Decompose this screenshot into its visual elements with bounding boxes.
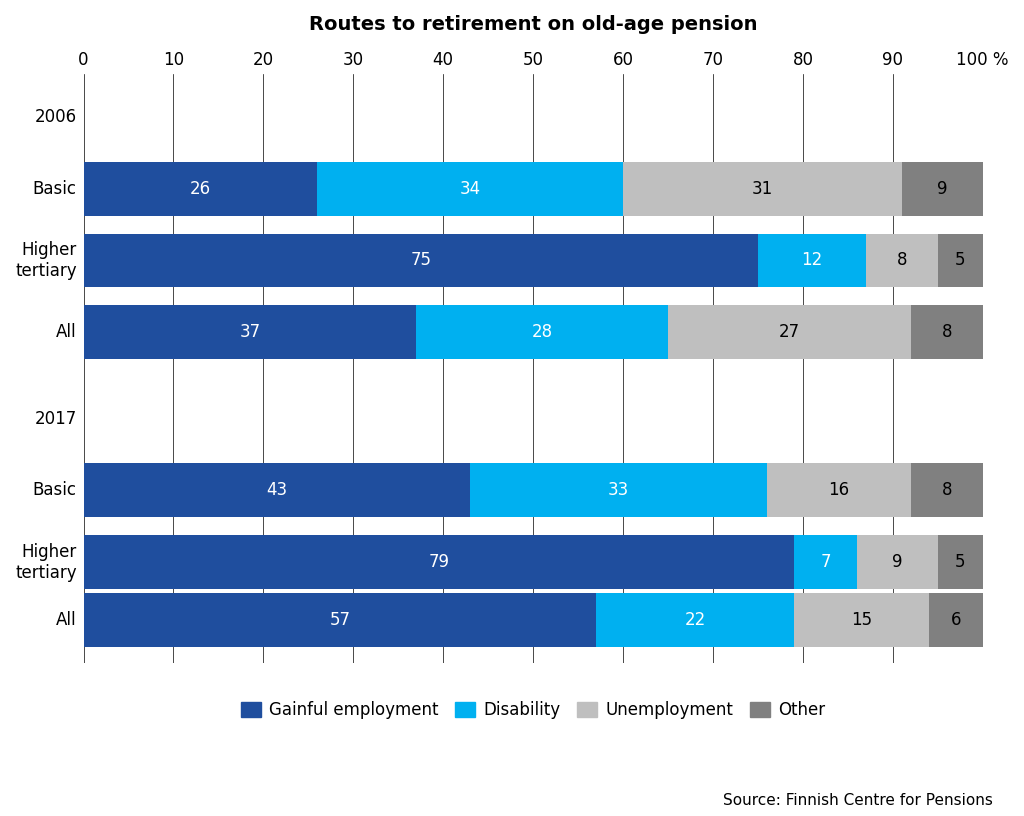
Text: 6: 6 (950, 610, 962, 628)
Bar (596, 592, 794, 646)
Bar (902, 162, 983, 215)
Text: 16: 16 (828, 481, 850, 499)
Bar (866, 233, 938, 287)
Text: 33: 33 (608, 481, 629, 499)
Text: 75: 75 (411, 251, 431, 269)
Text: 12: 12 (802, 251, 822, 269)
Bar (857, 535, 938, 589)
Bar (794, 592, 929, 646)
Text: 22: 22 (684, 610, 706, 628)
Bar (84, 233, 758, 287)
Bar (767, 463, 910, 517)
Bar (910, 305, 983, 359)
Bar (84, 535, 794, 589)
Bar (938, 233, 983, 287)
Text: 8: 8 (941, 481, 952, 499)
Text: Source: Finnish Centre for Pensions: Source: Finnish Centre for Pensions (723, 793, 993, 808)
Bar (84, 463, 470, 517)
Text: 15: 15 (851, 610, 871, 628)
Text: 28: 28 (531, 323, 553, 341)
Text: 8: 8 (897, 251, 907, 269)
Text: 34: 34 (460, 180, 481, 197)
Bar (317, 162, 623, 215)
Bar (668, 305, 910, 359)
Text: 37: 37 (240, 323, 260, 341)
Bar (938, 535, 983, 589)
Text: 79: 79 (428, 553, 450, 571)
Bar (794, 535, 857, 589)
Text: 31: 31 (752, 180, 773, 197)
Text: 9: 9 (937, 180, 947, 197)
Text: 8: 8 (941, 323, 952, 341)
Bar (758, 233, 866, 287)
Bar (910, 463, 983, 517)
Text: 5: 5 (955, 553, 966, 571)
Bar (623, 162, 902, 215)
Text: 7: 7 (820, 553, 830, 571)
Text: 26: 26 (189, 180, 211, 197)
Text: 43: 43 (266, 481, 288, 499)
Legend: Gainful employment, Disability, Unemployment, Other: Gainful employment, Disability, Unemploy… (234, 694, 833, 726)
Text: 5: 5 (955, 251, 966, 269)
Bar (84, 305, 417, 359)
Bar (417, 305, 668, 359)
Text: 57: 57 (330, 610, 350, 628)
Bar (84, 592, 596, 646)
Bar (84, 162, 317, 215)
Text: 27: 27 (779, 323, 800, 341)
Text: 9: 9 (892, 553, 902, 571)
Title: Routes to retirement on old-age pension: Routes to retirement on old-age pension (309, 15, 758, 34)
Bar (470, 463, 767, 517)
Bar (929, 592, 983, 646)
